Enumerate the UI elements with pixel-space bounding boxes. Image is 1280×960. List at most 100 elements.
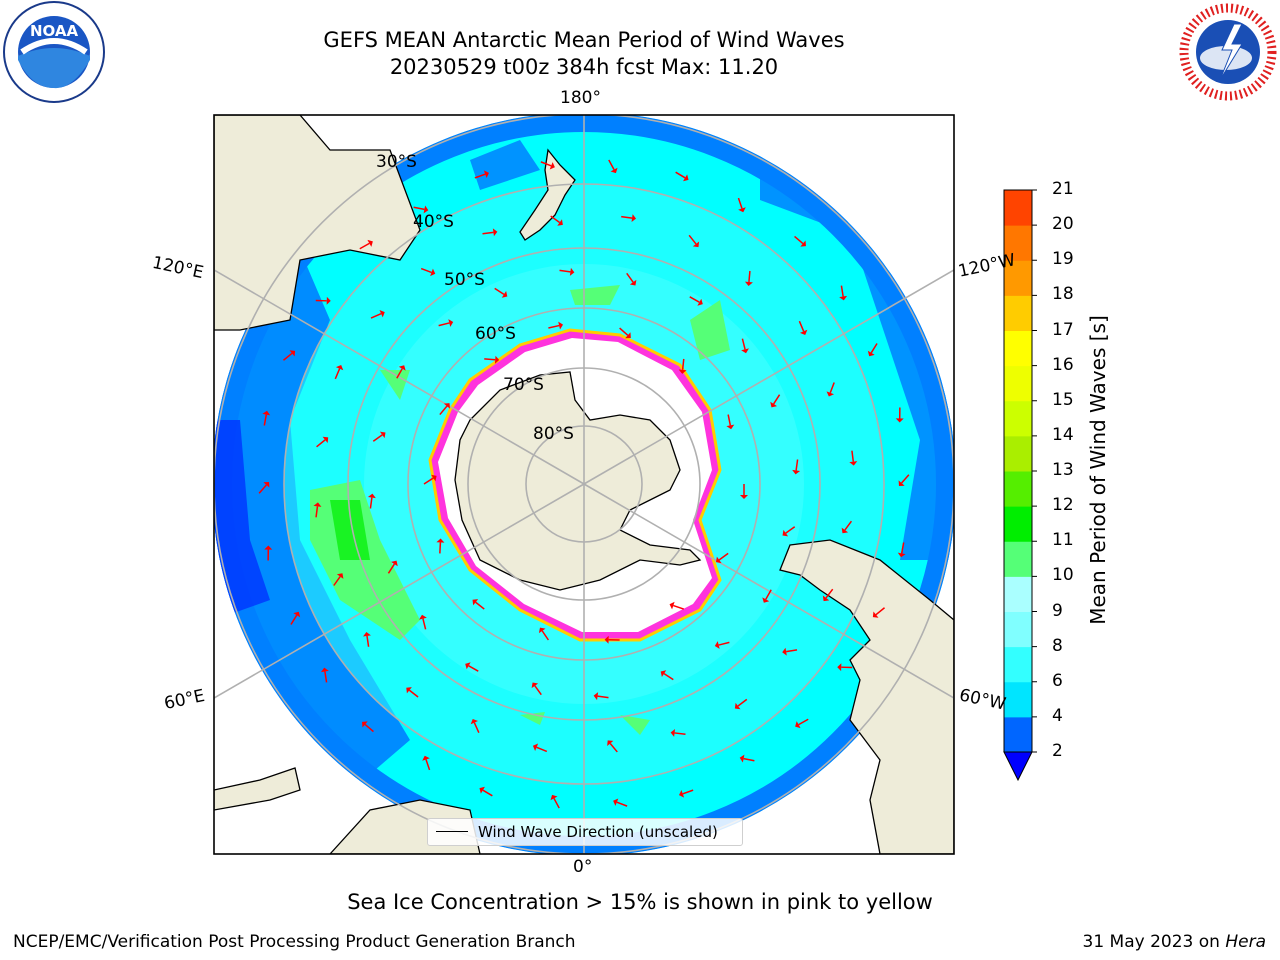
wind-wave-arrow-head (326, 296, 331, 305)
wind-wave-arrow-head (692, 241, 700, 248)
wind-wave-arrow-shaft (765, 589, 772, 600)
colorbar-tick-label: 9 (1052, 600, 1063, 621)
caption: Sea Ice Concentration > 15% is shown in … (347, 890, 933, 914)
wind-wave-arrow-head (734, 702, 741, 710)
lat-label-30s: 30°S (376, 152, 417, 172)
wind-wave-arrow-shaft (829, 382, 835, 394)
colorbar-tick-label: 17 (1052, 319, 1074, 340)
wind-wave-arrow-head (715, 556, 722, 564)
chart-title: GEFS MEAN Antarctic Mean Period of Wind … (323, 28, 845, 52)
colorbar-segment (1004, 260, 1032, 296)
wind-wave-arrow-shaft (674, 732, 686, 735)
wind-wave-arrow-head (430, 268, 436, 277)
wind-wave-arrow-head (741, 348, 749, 354)
wind-wave-arrow-shaft (901, 474, 910, 484)
wind-wave-arrow-shaft (439, 405, 448, 416)
wind-wave-arrow-head (660, 670, 667, 677)
wind-wave-arrow-shaft (743, 757, 755, 762)
wind-wave-arrow-shaft (290, 614, 298, 625)
wind-wave-arrow-shaft (689, 296, 700, 303)
wind-wave-arrow-head (479, 786, 485, 794)
wind-wave-arrow-shaft (675, 171, 686, 179)
lat-label-40s: 40°S (413, 212, 454, 232)
wind-wave-arrow-head (532, 743, 539, 751)
wind-wave-arrow-shaft (616, 801, 628, 807)
wind-wave-arrow-shaft (825, 588, 834, 599)
lon-label-180: 180° (560, 88, 601, 108)
wind-wave-arrow-shaft (422, 618, 427, 630)
wind-wave-arrow-head (792, 469, 801, 475)
wind-wave-arrow-shaft (482, 231, 494, 235)
wind-wave-arrow-shaft (333, 576, 341, 586)
wind-wave-arrow-shaft (718, 641, 730, 646)
wind-wave-arrow-shaft (438, 322, 450, 327)
colorbar-tick-label: 19 (1052, 249, 1074, 270)
wind-wave-arrow-head (289, 350, 296, 357)
colorbar-tick-label: 20 (1052, 214, 1074, 235)
wind-wave-arrow-head (335, 365, 344, 371)
lat-label-70s: 70°S (503, 375, 544, 395)
wind-wave-arrow-shaft (737, 698, 748, 707)
lon-label-0: 0° (573, 857, 593, 877)
wind-wave-arrow-shaft (482, 789, 493, 797)
wind-wave-arrow-head (569, 267, 575, 276)
wind-wave-arrow-head (849, 461, 858, 466)
wind-wave-arrow-head (678, 369, 687, 374)
wind-wave-arrow-head (822, 595, 830, 602)
colorbar-tick-label: 6 (1052, 670, 1063, 691)
wind-wave-arrow-shaft (870, 343, 878, 354)
land-south-america (779, 539, 954, 854)
wind-wave-arrows (258, 159, 910, 809)
graticule (214, 115, 954, 854)
colorbar-segment (1004, 400, 1032, 437)
wind-wave-arrow-head (604, 635, 609, 644)
footer-branch: NCEP/EMC/Verification Post Processing Pr… (13, 932, 576, 952)
wind-wave-arrow-head (800, 240, 806, 247)
wind-wave-arrow-shaft (420, 267, 432, 274)
wind-wave-arrow-head (472, 599, 479, 606)
wind-wave-arrow-shaft (372, 434, 383, 442)
wind-wave-arrow-head (739, 754, 745, 763)
colorbar-tick-label: 13 (1052, 460, 1074, 480)
colorbar (1003, 189, 1037, 782)
wind-wave-arrow-shaft (334, 368, 341, 380)
wind-wave-arrow-head (839, 295, 848, 301)
colorbar-segment (1004, 611, 1032, 648)
wind-wave-arrow-head (336, 573, 344, 579)
wind-wave-arrow-head (549, 162, 555, 170)
wind-wave-arrow-shaft (540, 161, 552, 167)
wind-wave-arrow-shaft (900, 542, 905, 554)
wind-wave-arrow-shaft (484, 358, 496, 361)
wind-wave-arrow-head (436, 538, 445, 543)
wind-wave-arrow-shaft (741, 338, 746, 350)
wind-wave-arrow-head (531, 682, 539, 689)
colorbar-tick-label: 16 (1052, 354, 1074, 375)
colorbar-tick-label: 10 (1052, 565, 1074, 586)
colorbar-tick-label: 18 (1052, 284, 1074, 305)
noaa-logo: NOAA (3, 1, 105, 103)
wind-wave-arrow-head (738, 207, 746, 213)
wind-wave-arrow-shaft (619, 327, 629, 336)
wind-wave-arrow-shaft (473, 722, 480, 733)
wind-wave-arrow-head (263, 481, 270, 488)
colorbar-segment (1004, 471, 1032, 507)
wind-wave-arrow-head (629, 279, 637, 286)
wind-wave-arrow-head (492, 228, 498, 237)
wind-wave-arrow-shaft (597, 695, 609, 699)
wind-wave-arrow-head (379, 310, 385, 318)
wind-wave-arrow-head (593, 692, 599, 701)
wind-wave-arrow-head (262, 410, 271, 416)
wind-wave-arrow-shaft (609, 743, 618, 753)
wind-wave-arrow-shaft (474, 173, 486, 179)
wind-wave-arrow-head (483, 170, 489, 178)
legend-label: Wind Wave Direction (unscaled) (478, 823, 718, 841)
wind-wave-arrow-head (837, 663, 842, 672)
wind-wave-arrow-head (367, 493, 376, 499)
wind-wave-arrow-head (367, 239, 373, 247)
wind-wave-arrow-shaft (541, 630, 550, 641)
wind-wave-arrow-head (607, 740, 614, 747)
wind-wave-arrow-head (714, 641, 720, 649)
wind-wave-arrow-head (431, 474, 437, 482)
wind-wave-arrow-head (423, 205, 429, 214)
